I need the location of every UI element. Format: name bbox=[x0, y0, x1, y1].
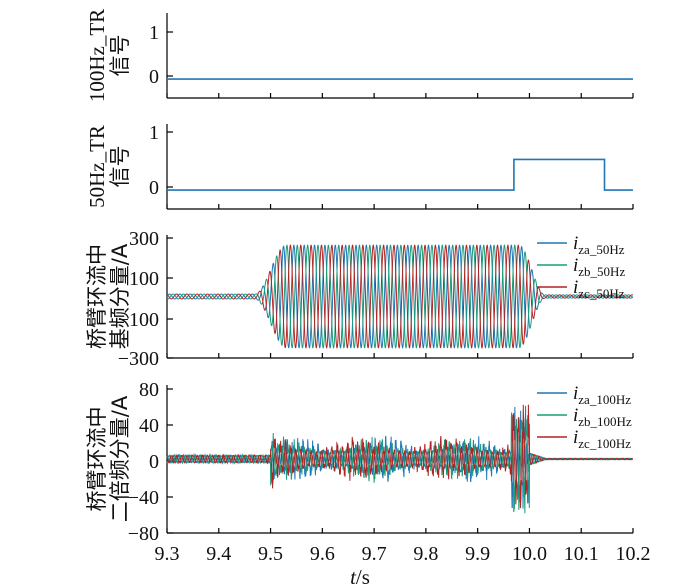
legend-label: izc_50Hz bbox=[573, 277, 625, 301]
series-line bbox=[166, 404, 633, 509]
x-tick-label: 10.2 bbox=[616, 543, 651, 565]
x-axis: 9.3 9.4 9.5 9.6 9.7 9.8 9.9 10.0 10.1 10.2 t/s bbox=[155, 543, 651, 587]
panel-2: 0 1 50Hz_TR 信号 bbox=[85, 122, 634, 210]
series-line bbox=[166, 244, 634, 349]
legend-label: iza_100Hz bbox=[573, 383, 631, 407]
y-tick-label: 0 bbox=[149, 451, 159, 473]
series-line bbox=[166, 244, 634, 349]
y-tick-label: 300 bbox=[129, 228, 159, 250]
x-tick-label: 9.4 bbox=[206, 543, 231, 565]
y-tick-label: 1 bbox=[149, 122, 159, 144]
y-tick-label: 0 bbox=[149, 66, 159, 88]
y-axis-label-line2: 基频分量/A bbox=[108, 243, 132, 349]
y-tick-label: 0 bbox=[149, 177, 159, 199]
y-axis-label-line1: 100Hz_TR bbox=[85, 9, 109, 102]
panel-4: −80 −40 0 40 80 桥臂环流中 二倍频分量/A iza_100Hzizb_100H… bbox=[85, 379, 634, 545]
y-axis-label-line2: 二倍频分量/A bbox=[108, 395, 132, 522]
y-tick-label: −100 bbox=[118, 309, 159, 331]
legend-label: iza_50Hz bbox=[573, 233, 625, 257]
signal-line bbox=[167, 158, 633, 191]
y-axis-label-line1: 桥臂环流中 bbox=[85, 244, 109, 349]
x-tick-label: 9.8 bbox=[413, 543, 438, 565]
y-tick-label: 100 bbox=[129, 268, 159, 290]
x-tick-label: 9.7 bbox=[362, 543, 387, 565]
y-axis-label-line1: 50Hz_TR bbox=[85, 125, 109, 208]
y-tick-label: 40 bbox=[139, 415, 159, 437]
series-line bbox=[166, 412, 634, 514]
y-tick-label: −80 bbox=[128, 523, 159, 545]
x-tick-label: 10.1 bbox=[564, 543, 599, 565]
x-tick-label: 9.6 bbox=[310, 543, 335, 565]
legend-label: izc_100Hz bbox=[573, 427, 631, 451]
y-axis-label-line2: 信号 bbox=[108, 146, 132, 188]
series-line bbox=[166, 244, 634, 349]
x-tick-label: 9.5 bbox=[258, 543, 283, 565]
y-tick-label: −300 bbox=[118, 348, 159, 370]
x-tick-label: 10.0 bbox=[512, 543, 547, 565]
y-tick-label: 80 bbox=[139, 379, 159, 401]
panel-1: 0 1 100Hz_TR 信号 bbox=[85, 9, 634, 102]
y-tick-label: 1 bbox=[149, 22, 159, 44]
x-tick-label: 9.3 bbox=[155, 543, 180, 565]
y-axis-label-line1: 桥臂环流中 bbox=[85, 407, 109, 512]
y-axis-label-line2: 信号 bbox=[108, 35, 132, 77]
x-tick-label: 9.9 bbox=[465, 543, 490, 565]
x-axis-label: t/s bbox=[350, 565, 370, 587]
legend-label: izb_50Hz bbox=[573, 255, 625, 279]
y-tick-label: −40 bbox=[128, 487, 159, 509]
legend-label: izb_100Hz bbox=[573, 405, 632, 429]
panel-3: −300 −100 100 300 桥臂环流中 基频分量/A iza_50Hzizb_50H… bbox=[85, 228, 634, 370]
